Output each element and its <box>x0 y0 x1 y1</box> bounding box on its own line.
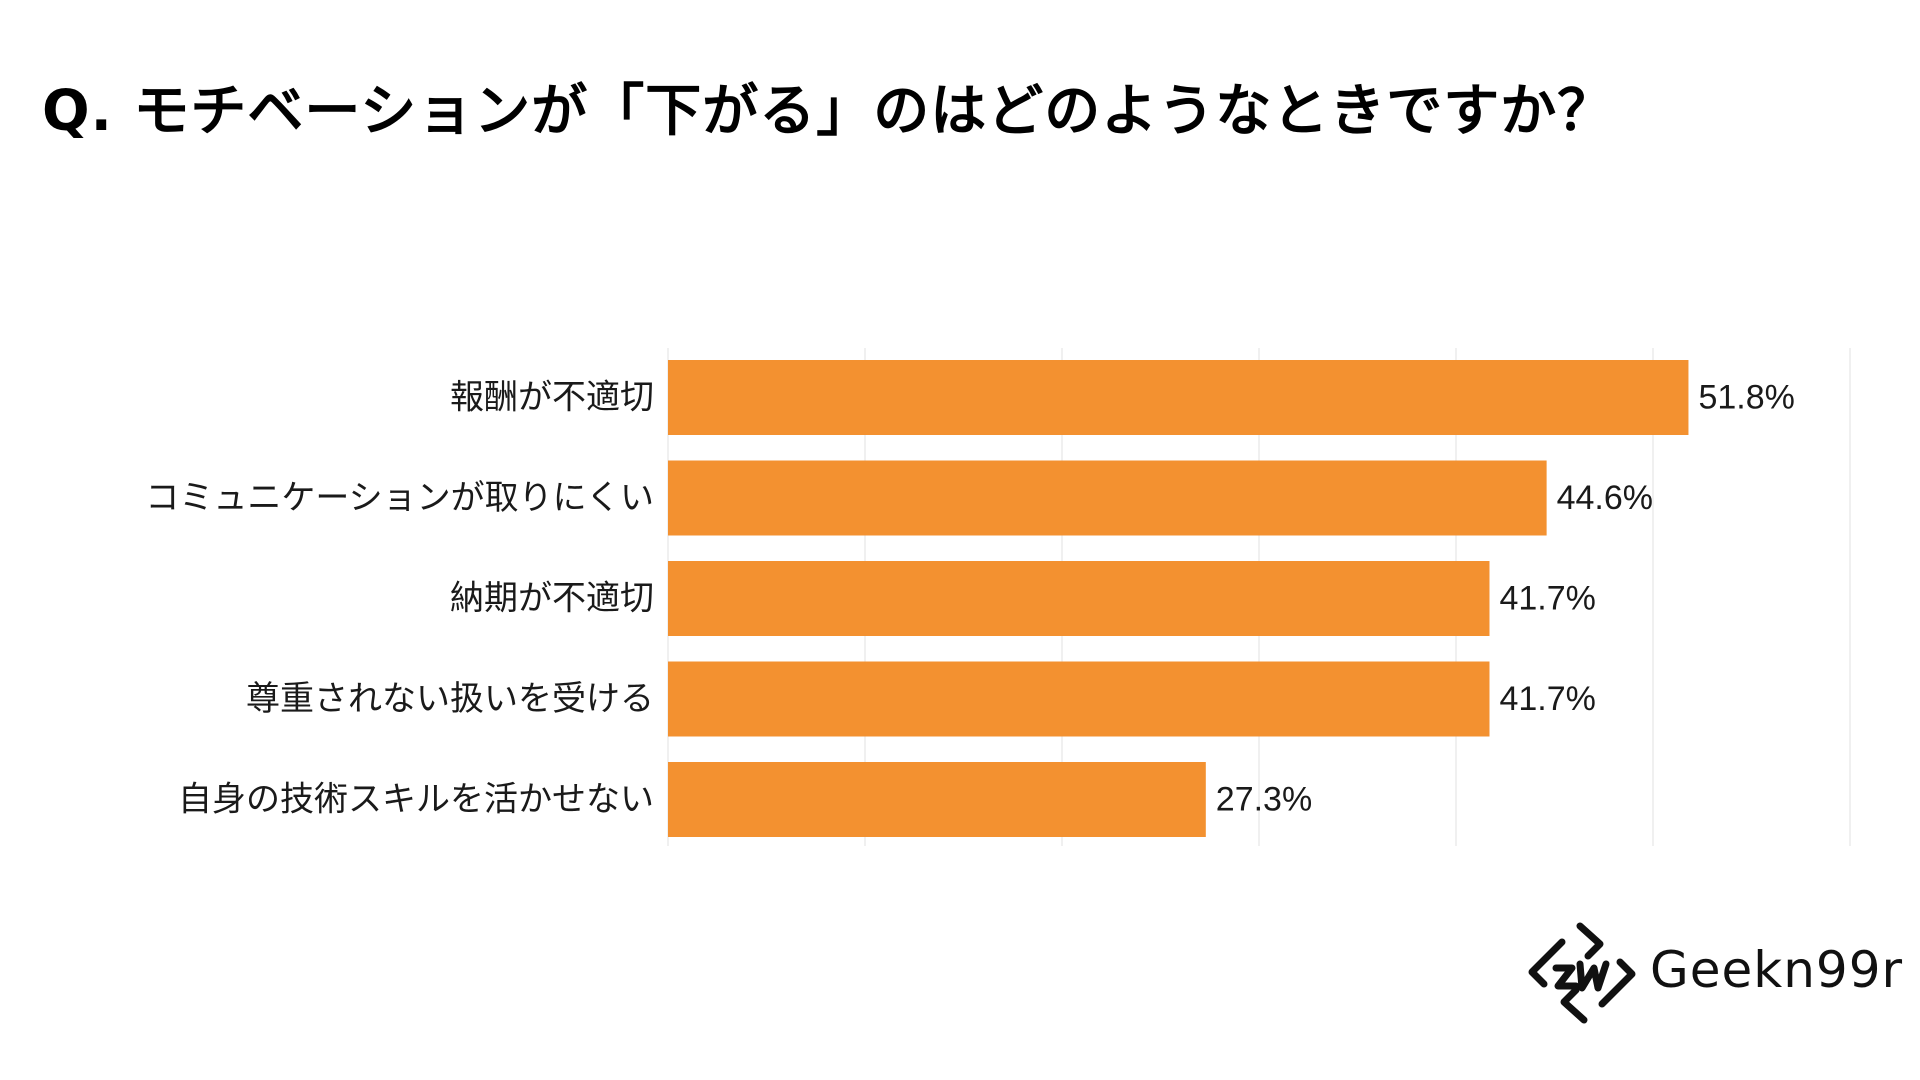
bar <box>668 360 1689 435</box>
bar <box>668 460 1547 536</box>
value-label: 44.6% <box>1557 479 1653 517</box>
bar <box>668 561 1490 636</box>
chart-title: Q. モチベーションが「下がる」のはどのようなときですか？ <box>42 79 1615 144</box>
value-label: 27.3% <box>1216 781 1312 819</box>
bar <box>668 661 1490 737</box>
logo-text: Geekn99r <box>1650 941 1904 999</box>
bars <box>668 360 1689 837</box>
bar <box>668 762 1206 837</box>
value-label: 41.7% <box>1499 580 1595 618</box>
category-label: 納期が不適切 <box>450 579 654 619</box>
value-label: 41.7% <box>1499 680 1595 718</box>
value-label: 51.8% <box>1698 379 1794 417</box>
labels: 報酬が不適切 51.8% コミュニケーションが取りにくい 44.6% 納期が不適切 41.… <box>145 378 1795 820</box>
category-label: コミュニケーションが取りにくい <box>145 478 654 518</box>
geekneer-logo-icon <box>1528 922 1636 1024</box>
brand-logo: Geekn99r <box>1522 918 1902 1028</box>
category-label: 報酬が不適切 <box>450 378 654 418</box>
category-label: 尊重されない扱いを受ける <box>246 679 654 719</box>
category-label: 自身の技術スキルを活かせない <box>178 780 654 820</box>
